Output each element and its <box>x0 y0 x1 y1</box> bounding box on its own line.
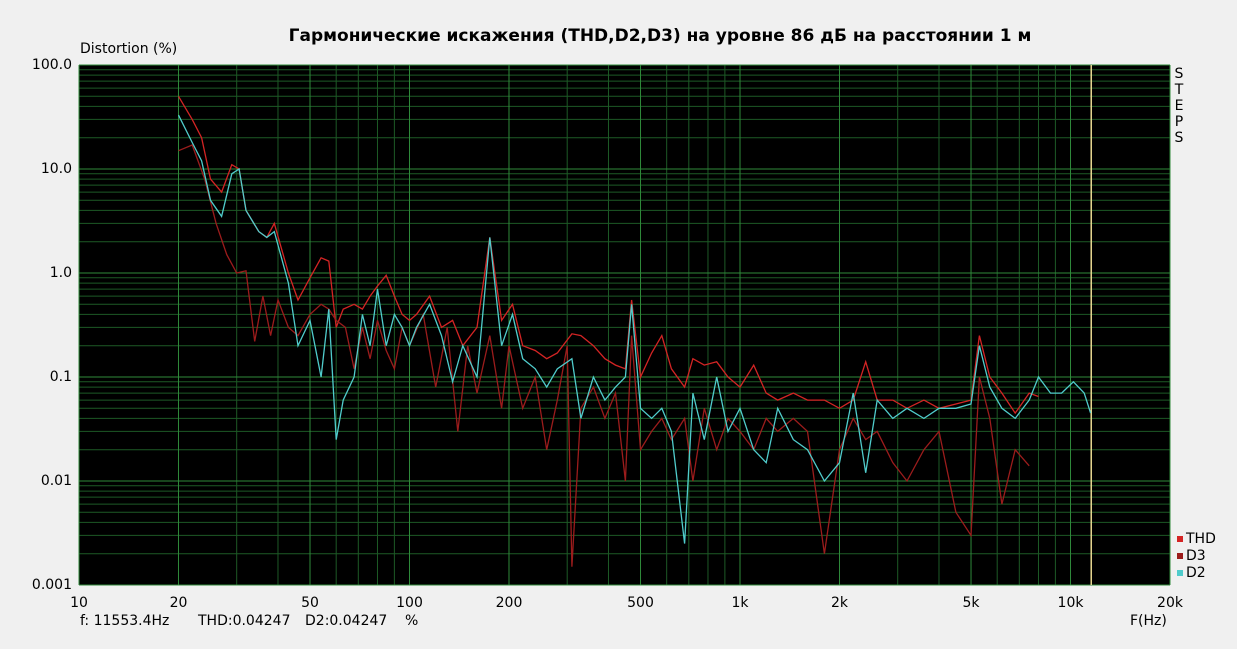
y-tick-label: 10.0 <box>41 161 72 177</box>
x-tick-label: 2k <box>831 595 849 611</box>
side-label: STEPS <box>1174 66 1184 146</box>
legend-label: THD <box>1185 531 1216 547</box>
y-axis-label: Distortion (%) <box>80 41 177 57</box>
legend-label: D2 <box>1186 565 1206 581</box>
x-tick-label: 10k <box>1058 595 1085 611</box>
series-line <box>177 95 1039 415</box>
status-d2: D2:0.04247 <box>305 613 387 629</box>
plot-area <box>79 65 1170 585</box>
x-tick-label: 20k <box>1157 595 1184 611</box>
x-tick-label: 100 <box>396 595 423 611</box>
x-axis-label: F(Hz) <box>1130 613 1167 629</box>
x-tick-label: 50 <box>301 595 319 611</box>
series-line <box>177 114 1092 544</box>
x-tick-label: 20 <box>170 595 188 611</box>
status-frequency: f: 11553.4Hz <box>80 613 169 629</box>
y-tick-label: 100.0 <box>32 57 72 73</box>
status-unit: % <box>405 613 418 629</box>
series-line <box>178 144 1030 567</box>
y-tick-label: 1.0 <box>50 265 72 281</box>
x-tick-label: 200 <box>496 595 523 611</box>
status-thd: THD:0.04247 <box>197 613 290 629</box>
x-tick-label: 1k <box>731 595 749 611</box>
legend-swatch <box>1177 570 1183 576</box>
chart-title: Гармонические искажения (THD,D2,D3) на у… <box>289 26 1032 46</box>
x-tick-label: 10 <box>70 595 88 611</box>
y-tick-label: 0.1 <box>50 369 72 385</box>
legend-swatch <box>1177 536 1183 542</box>
y-tick-label: 0.001 <box>32 577 72 593</box>
y-tick-label: 0.01 <box>41 473 72 489</box>
legend-label: D3 <box>1186 548 1206 564</box>
x-tick-label: 500 <box>627 595 654 611</box>
x-tick-label: 5k <box>963 595 981 611</box>
legend-swatch <box>1177 553 1183 559</box>
